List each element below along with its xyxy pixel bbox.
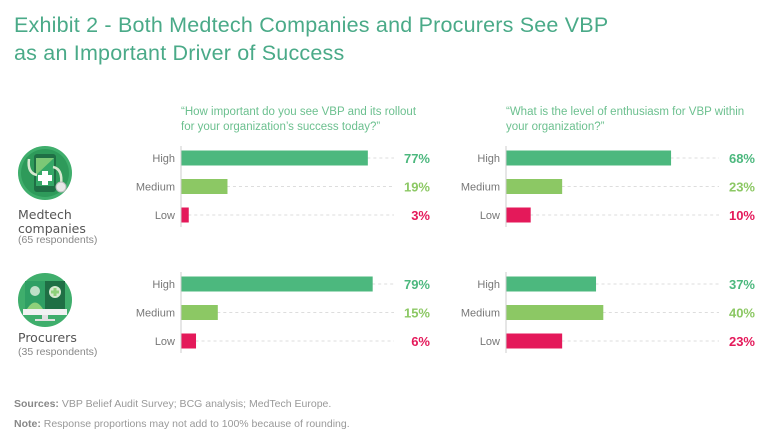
question-line: “What is the level of enthusiasm for VBP… xyxy=(506,106,745,118)
value-label: 23% xyxy=(729,180,755,195)
note-text: Response proportions may not add to 100%… xyxy=(40,418,350,430)
value-label: 23% xyxy=(729,334,755,349)
bar-medium xyxy=(506,305,604,320)
bar-low xyxy=(181,207,189,223)
bar-high xyxy=(181,150,368,166)
value-label: 10% xyxy=(729,208,755,223)
group-name: companies xyxy=(18,221,86,236)
question-importance: “How important do you see VBP and its ro… xyxy=(181,105,416,135)
sources-text: VBP Belief Audit Survey; BCG analysis; M… xyxy=(58,398,332,410)
group-name: Medtech xyxy=(18,207,72,222)
group-name: Procurers xyxy=(18,330,77,345)
bar-high xyxy=(181,276,373,292)
value-label: 6% xyxy=(411,334,430,349)
value-label: 37% xyxy=(729,277,755,292)
question-enthusiasm: “What is the level of enthusiasm for VBP… xyxy=(506,105,744,135)
bar-high xyxy=(506,150,672,166)
category-label: Low xyxy=(480,336,500,348)
category-label: Medium xyxy=(136,182,175,194)
note-label: Note: xyxy=(14,418,41,430)
value-label: 19% xyxy=(404,180,430,195)
category-label: Medium xyxy=(461,308,500,320)
footer-note: Note: Response proportions may not add t… xyxy=(14,418,350,430)
category-label: Low xyxy=(155,336,175,348)
value-label: 68% xyxy=(729,151,755,166)
category-label: Low xyxy=(480,210,500,222)
smartphone-stethoscope-icon xyxy=(18,146,72,200)
bar-low xyxy=(506,207,531,223)
respondents-procurers: (35 respondents) xyxy=(18,346,98,358)
question-line: for your organization’s success today?” xyxy=(181,121,381,133)
sources-label: Sources: xyxy=(14,398,59,410)
category-label: Medium xyxy=(136,308,175,320)
value-label: 15% xyxy=(404,306,430,321)
bar-low xyxy=(181,333,197,349)
monitor-doctor-icon xyxy=(18,273,72,327)
title-line-1: Exhibit 2 - Both Medtech Companies and P… xyxy=(14,13,609,37)
category-label: High xyxy=(152,153,175,165)
bar-medium xyxy=(181,179,228,194)
title-line-2: as an Important Driver of Success xyxy=(14,41,345,65)
bar-medium xyxy=(506,179,563,194)
bar-medium xyxy=(181,305,218,320)
exhibit-title: Exhibit 2 - Both Medtech Companies and P… xyxy=(14,11,608,67)
question-line: “How important do you see VBP and its ro… xyxy=(181,106,417,118)
category-label: Medium xyxy=(461,182,500,194)
bar-high xyxy=(506,276,597,292)
category-label: High xyxy=(152,279,175,291)
value-label: 3% xyxy=(411,208,430,223)
question-line: your organization?” xyxy=(506,121,605,133)
category-label: High xyxy=(477,279,500,291)
category-label: High xyxy=(477,153,500,165)
respondents-medtech: (65 respondents) xyxy=(18,234,98,246)
value-label: 77% xyxy=(404,151,430,166)
value-label: 79% xyxy=(404,277,430,292)
group-label-medtech: Medtech companies xyxy=(18,208,86,236)
bar-low xyxy=(506,333,563,349)
footer-sources: Sources: VBP Belief Audit Survey; BCG an… xyxy=(14,398,331,410)
group-label-procurers: Procurers xyxy=(18,331,77,345)
value-label: 40% xyxy=(729,306,755,321)
category-label: Low xyxy=(155,210,175,222)
